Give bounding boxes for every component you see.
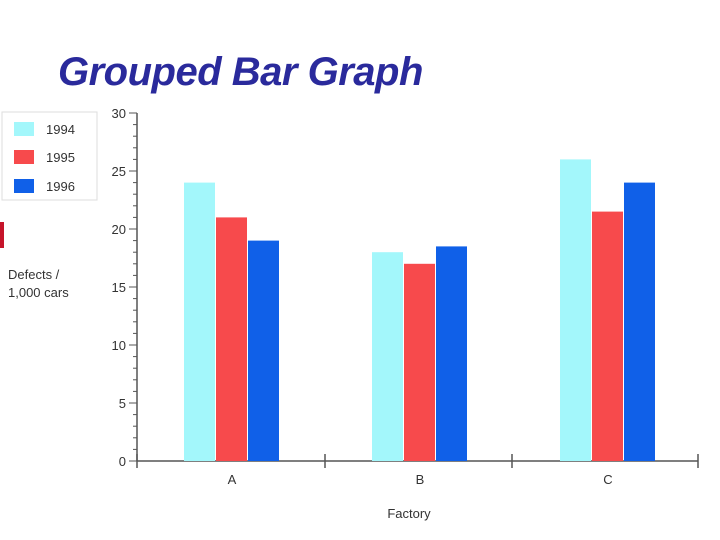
y-tick-label: 30 [112,106,126,121]
y-axis-label-line-1: Defects / [8,267,60,282]
bar-group-b: B [372,246,467,487]
legend-swatch [14,150,34,164]
x-axis-label: Factory [387,506,431,521]
x-tick-label: B [416,472,425,487]
y-tick-label: 25 [112,164,126,179]
bar-a-1995 [216,217,247,461]
legend-item-1996: 1996 [14,179,75,194]
y-tick-label: 20 [112,222,126,237]
bar-b-1994 [372,252,403,461]
slide-title: Grouped Bar Graph [58,50,423,94]
legend-item-1995: 1995 [14,150,75,165]
bar-a-1996 [248,240,279,461]
x-tick-label: A [228,472,237,487]
bar-group-c: C [560,159,655,487]
y-axis-label: Defects / 1,000 cars [8,267,69,300]
bar-c-1995 [592,211,623,461]
legend-label: 1994 [46,122,75,137]
bar-group-a: A [184,182,279,487]
legend-label: 1995 [46,150,75,165]
legend-label: 1996 [46,179,75,194]
legend-swatch [14,179,34,193]
bar-c-1996 [624,182,655,461]
y-tick-label: 10 [112,338,126,353]
legend-swatch [14,122,34,136]
bar-c-1994 [560,159,591,461]
x-tick-label: C [603,472,612,487]
y-tick-label: 0 [119,454,126,469]
left-accent-mark [0,222,4,248]
y-axis-label-line-2: 1,000 cars [8,285,69,300]
bar-b-1996 [436,246,467,461]
y-tick-label: 5 [119,396,126,411]
bars: A B C [184,159,655,487]
bar-b-1995 [404,263,435,461]
y-tick-label: 15 [112,280,126,295]
legend-items: 1994 1995 1996 [14,122,75,194]
bar-a-1994 [184,182,215,461]
legend-item-1994: 1994 [14,122,75,137]
